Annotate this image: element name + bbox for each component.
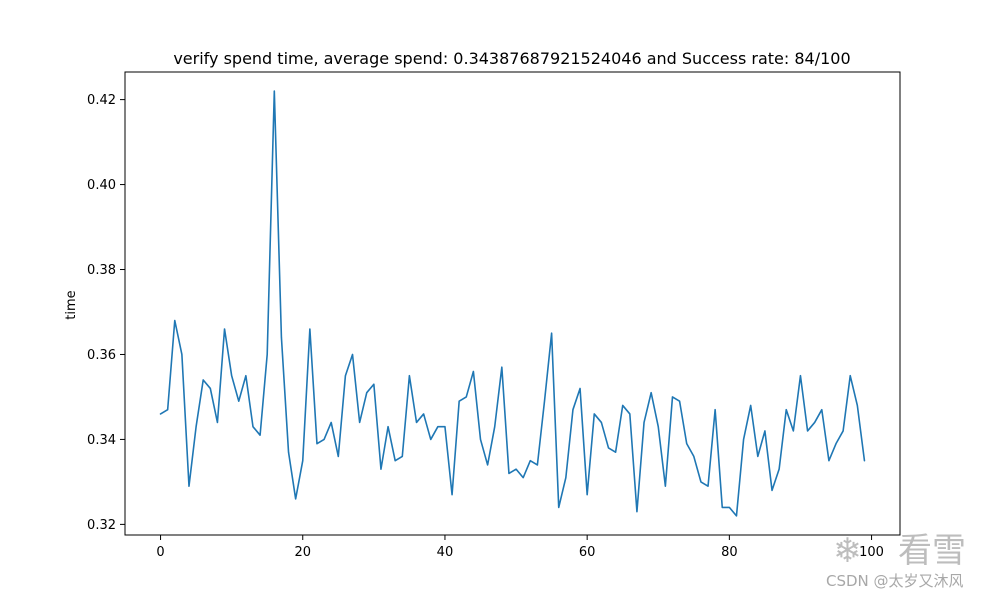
y-tick-label: 0.42 [87, 93, 116, 108]
watermark-logo-icon: ❄ [833, 531, 862, 571]
y-tick-label: 0.36 [87, 348, 116, 363]
series-line [159, 90, 866, 517]
x-tick-label: 80 [721, 545, 738, 560]
watermark-text: CSDN @太岁又沐风 [826, 572, 964, 590]
watermark-logo-text: 看雪 [898, 531, 966, 571]
y-tick-label: 0.38 [87, 263, 116, 278]
x-tick-label: 40 [437, 545, 454, 560]
y-tick-label: 0.32 [87, 518, 116, 533]
y-tick-label: 0.34 [87, 433, 116, 448]
x-tick-label: 60 [579, 545, 596, 560]
y-tick-label: 0.40 [87, 178, 116, 193]
x-tick-label: 100 [859, 545, 884, 560]
chart-title: verify spend time, average spend: 0.3438… [173, 49, 850, 68]
axes-frame [124, 71, 901, 536]
x-tick-label: 20 [294, 545, 311, 560]
x-tick-label: 0 [156, 545, 164, 560]
watermark: ❄ 看雪 CSDN @太岁又沐风 [826, 531, 966, 590]
plot-area: 0 20 40 60 80 100 0.32 0.34 0.36 0.38 0.40 0.42 [87, 71, 901, 560]
y-axis-label: time [64, 290, 79, 319]
